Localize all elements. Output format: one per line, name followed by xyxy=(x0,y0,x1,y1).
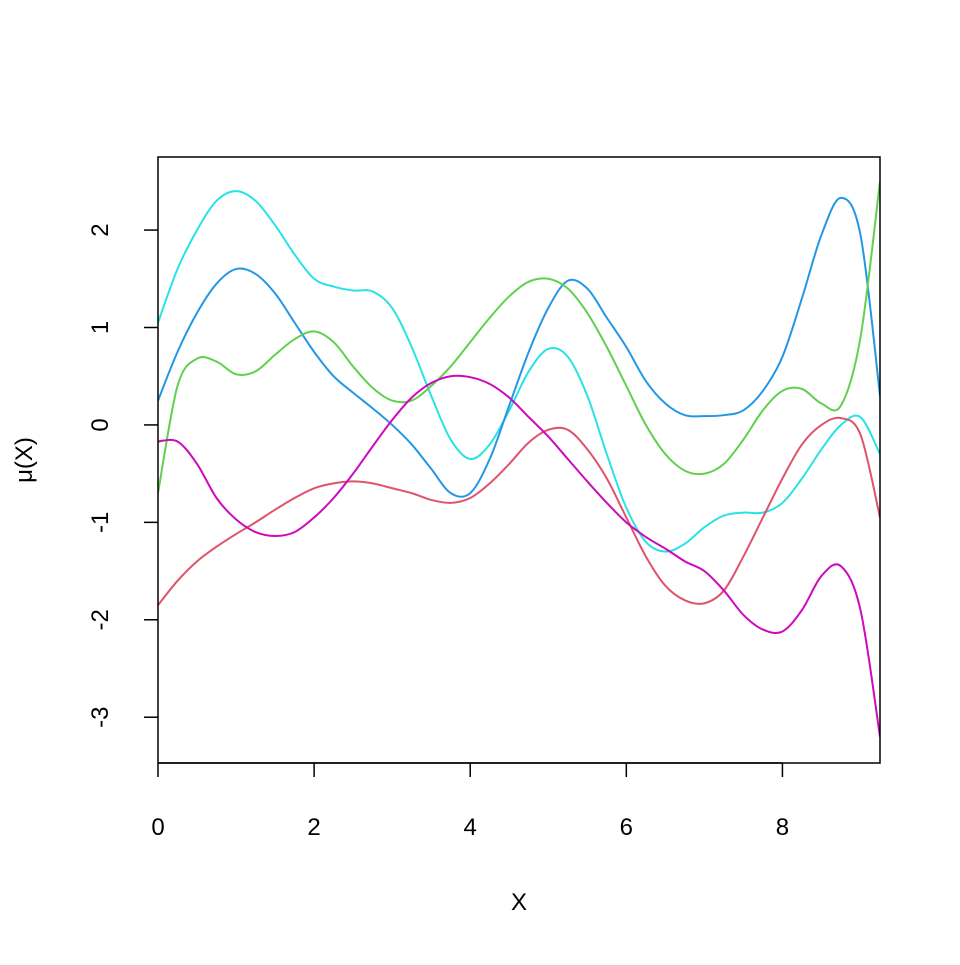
x-tick-label: 0 xyxy=(151,814,164,841)
series-line xyxy=(158,416,880,606)
plot-frame xyxy=(157,156,881,764)
y-axis-label: μ(X) xyxy=(11,437,38,483)
y-tick-label: -3 xyxy=(87,707,114,728)
y-tick-label: 0 xyxy=(87,418,114,431)
y-tick-label: 1 xyxy=(87,321,114,334)
series-line xyxy=(158,181,880,494)
series-line xyxy=(158,190,880,553)
y-tick-label: 2 xyxy=(87,223,114,236)
series-line xyxy=(158,196,880,498)
y-tick-label: -1 xyxy=(87,512,114,533)
x-tick-label: 2 xyxy=(307,814,320,841)
y-tick-label: -2 xyxy=(87,609,114,630)
x-tick-label: 6 xyxy=(620,814,633,841)
x-tick-label: 8 xyxy=(776,814,789,841)
plot-lines xyxy=(158,181,880,737)
x-axis-label: X xyxy=(511,889,527,916)
series-line xyxy=(158,374,880,737)
x-tick-label: 4 xyxy=(464,814,477,841)
